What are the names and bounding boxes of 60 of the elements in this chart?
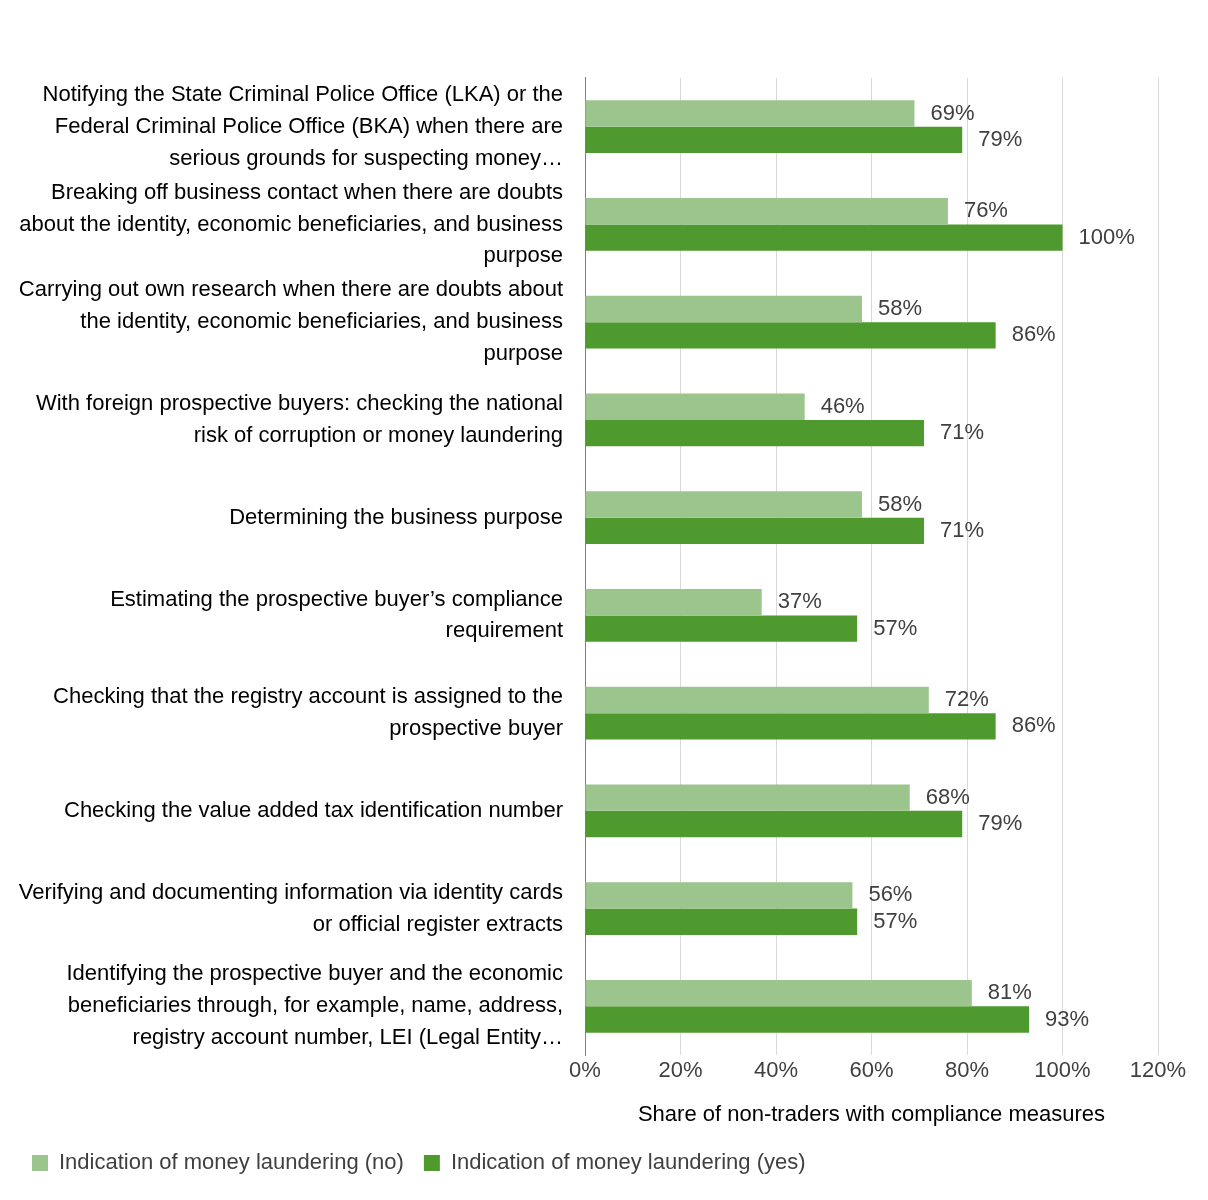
bar	[585, 1006, 1030, 1033]
y-tick-label: Breaking off business contact when there are doubts about the identity, economic beneficiaries, and business purpose	[19, 178, 563, 268]
data-label: 72%	[944, 686, 989, 711]
bar	[585, 810, 963, 838]
x-tick-label: 60%	[849, 1057, 894, 1083]
y-tick-label: Identifying the prospective buyer and the economic beneficiaries through, for example, name, address, registry account number, LEI (Legal Entity…	[66, 960, 563, 1050]
x-tick-label: 20%	[658, 1057, 703, 1083]
x-tick-label: 40%	[753, 1057, 799, 1083]
legend-label: Indication of money laundering (no)	[59, 1149, 404, 1175]
x-tick-label: 0%	[569, 1057, 601, 1083]
data-label: 79%	[978, 810, 1023, 836]
data-label: 79%	[978, 125, 1023, 151]
data-label: 100%	[1078, 223, 1135, 249]
y-tick-label: Determining the business purpose	[229, 503, 563, 529]
legend-label: Indication of money laundering (yes)	[450, 1149, 806, 1175]
x-axis-title: Share of non-traders with compliance measures	[637, 1100, 1106, 1126]
bar	[585, 322, 996, 349]
data-label: 71%	[940, 419, 985, 445]
bar	[585, 393, 805, 420]
data-label: 37%	[777, 588, 822, 614]
bar	[585, 615, 858, 642]
data-label: 57%	[873, 907, 918, 933]
x-tick-label: 100%	[1034, 1057, 1091, 1083]
data-label: 68%	[925, 783, 970, 809]
bar	[585, 882, 853, 909]
data-label: 57%	[873, 614, 918, 640]
x-tick-label: 80%	[944, 1057, 990, 1083]
bar	[585, 100, 915, 127]
y-tick-label: With foreign prospective buyers: checking the national risk of corruption or money laundering	[35, 390, 563, 447]
bar	[585, 908, 858, 935]
data-label: 86%	[1011, 712, 1056, 738]
data-label: 76%	[963, 197, 1008, 223]
data-label: 86%	[1011, 321, 1056, 347]
y-tick-label: Notifying the State Criminal Police Office (LKA) or the Federal Criminal Police Office (BKA) when there are serious grounds for suspecting money…	[42, 80, 563, 170]
data-label: 58%	[877, 490, 922, 516]
data-label: 71%	[940, 516, 985, 542]
bar	[585, 491, 862, 518]
bar	[585, 979, 972, 1007]
bar	[585, 589, 762, 616]
data-label: 81%	[987, 979, 1032, 1005]
y-tick-label: Checking that the registry account is assigned to the prospective buyer	[53, 683, 563, 741]
data-label: 56%	[868, 881, 913, 907]
y-tick-label: Verifying and documenting information via identity cards or official register extracts	[18, 878, 563, 936]
bar	[585, 784, 910, 811]
bar	[585, 224, 1063, 251]
x-tick-label: 120%	[1129, 1057, 1187, 1083]
bar	[585, 295, 862, 323]
y-tick-label: Checking the value added tax identification number	[64, 796, 563, 822]
bar	[585, 126, 963, 154]
data-label: 46%	[820, 392, 865, 418]
bar	[585, 686, 929, 714]
data-label: 93%	[1045, 1005, 1090, 1031]
bar	[585, 419, 925, 447]
data-label: 69%	[930, 99, 975, 125]
bar	[585, 198, 948, 225]
y-tick-label: Carrying out own research when there are doubts about the identity, economic beneficiaries, and business purpose	[18, 276, 563, 366]
y-tick-label: Estimating the prospective buyer’s compliance requirement	[110, 585, 563, 643]
bar	[585, 517, 925, 545]
bar	[585, 713, 996, 740]
data-label: 58%	[877, 295, 922, 321]
